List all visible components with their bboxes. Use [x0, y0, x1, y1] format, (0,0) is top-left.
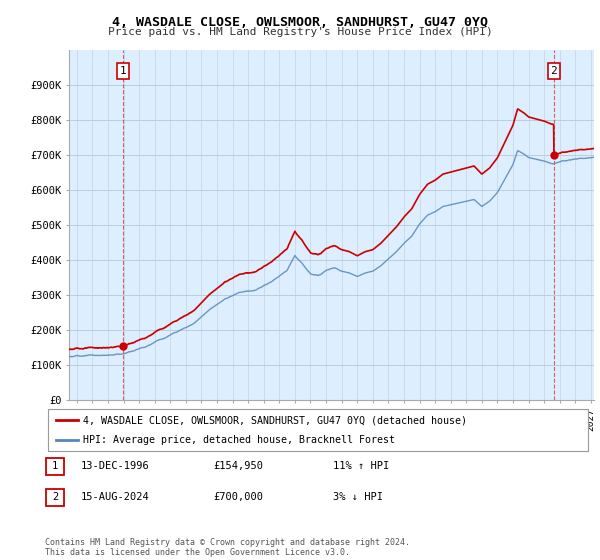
Text: £154,950: £154,950 — [213, 461, 263, 471]
Text: 4, WASDALE CLOSE, OWLSMOOR, SANDHURST, GU47 0YQ: 4, WASDALE CLOSE, OWLSMOOR, SANDHURST, G… — [112, 16, 488, 29]
Text: Price paid vs. HM Land Registry's House Price Index (HPI): Price paid vs. HM Land Registry's House … — [107, 27, 493, 37]
FancyBboxPatch shape — [46, 458, 64, 475]
Text: 3% ↓ HPI: 3% ↓ HPI — [333, 492, 383, 502]
Text: 1: 1 — [119, 66, 126, 76]
Text: 13-DEC-1996: 13-DEC-1996 — [81, 461, 150, 471]
Text: 1: 1 — [52, 461, 58, 472]
Text: 4, WASDALE CLOSE, OWLSMOOR, SANDHURST, GU47 0YQ (detached house): 4, WASDALE CLOSE, OWLSMOOR, SANDHURST, G… — [83, 415, 467, 425]
Text: £700,000: £700,000 — [213, 492, 263, 502]
Text: 2: 2 — [550, 66, 557, 76]
Text: Contains HM Land Registry data © Crown copyright and database right 2024.
This d: Contains HM Land Registry data © Crown c… — [45, 538, 410, 557]
FancyBboxPatch shape — [46, 489, 64, 506]
Text: 11% ↑ HPI: 11% ↑ HPI — [333, 461, 389, 471]
Text: 15-AUG-2024: 15-AUG-2024 — [81, 492, 150, 502]
FancyBboxPatch shape — [48, 409, 588, 451]
Text: 2: 2 — [52, 492, 58, 502]
Text: HPI: Average price, detached house, Bracknell Forest: HPI: Average price, detached house, Brac… — [83, 435, 395, 445]
